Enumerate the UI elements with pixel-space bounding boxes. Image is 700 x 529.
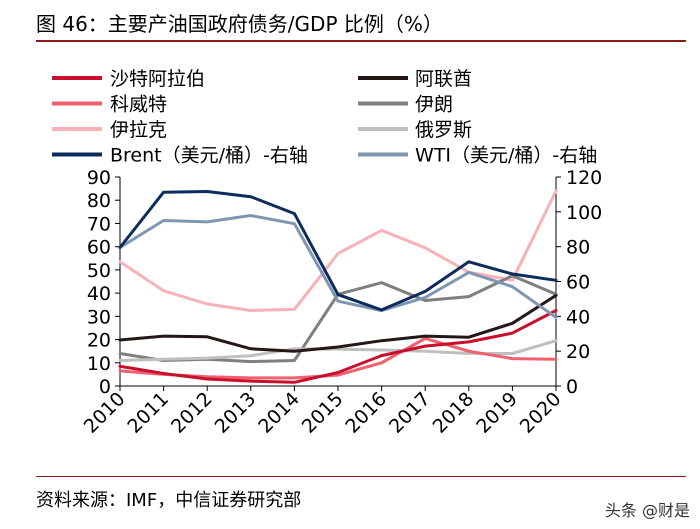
x-tick-label: 2016 [341, 388, 391, 438]
y-left-tick-label: 40 [87, 283, 111, 305]
legend-label: WTI（美元/桶）-右轴 [415, 145, 597, 167]
x-tick-label: 2015 [298, 388, 348, 438]
y-right-tick-label: 0 [566, 376, 578, 398]
y-left-tick-label: 30 [87, 306, 111, 328]
legend-label: 伊拉克 [110, 119, 167, 141]
source-divider [36, 476, 686, 477]
y-left-tick-label: 50 [87, 260, 111, 282]
y-left-tick-label: 90 [87, 167, 111, 189]
figure-title: 图 46：主要产油国政府债务/GDP 比例（%） [36, 12, 443, 36]
series-line-1 [118, 309, 558, 384]
y-right-tick-label: 40 [566, 306, 590, 328]
title-divider [36, 40, 686, 42]
x-tick-label: 2014 [254, 388, 304, 438]
y-left-tick-label: 70 [87, 213, 111, 235]
source-note: 资料来源：IMF，中信证券研究部 [36, 490, 302, 511]
x-tick-label: 2019 [472, 388, 522, 438]
series-line-6 [118, 339, 558, 362]
x-tick-label: 2013 [211, 388, 261, 438]
legend-label: Brent（美元/桶）-右轴 [110, 145, 308, 167]
y-right-tick-label: 120 [566, 167, 602, 189]
y-left-tick-label: 0 [99, 376, 111, 398]
x-tick-label: 2018 [429, 388, 479, 438]
y-left-tick-label: 80 [87, 190, 111, 212]
legend-label: 科威特 [110, 94, 167, 116]
y-right-tick-label: 20 [566, 341, 590, 363]
legend-label: 伊朗 [415, 94, 453, 116]
y-left-tick-label: 10 [87, 353, 111, 375]
series-line-5 [118, 189, 558, 312]
legend-label: 沙特阿拉伯 [110, 68, 205, 90]
y-right-tick-label: 60 [566, 272, 590, 294]
series-line-8 [118, 214, 558, 319]
legend-label: 俄罗斯 [415, 119, 472, 141]
x-tick-label: 2012 [167, 388, 217, 438]
series-line-7 [118, 190, 558, 312]
y-left-tick-label: 60 [87, 237, 111, 259]
x-tick-label: 2011 [123, 388, 173, 438]
series-line-2 [118, 293, 558, 353]
y-right-tick-label: 100 [566, 202, 602, 224]
legend-label: 阿联酋 [415, 68, 472, 90]
x-tick-label: 2017 [385, 388, 435, 438]
y-right-tick-label: 80 [566, 237, 590, 259]
x-tick-label: 2020 [516, 388, 566, 438]
y-left-tick-label: 20 [87, 330, 111, 352]
watermark: 头条 @财是 [604, 501, 690, 520]
